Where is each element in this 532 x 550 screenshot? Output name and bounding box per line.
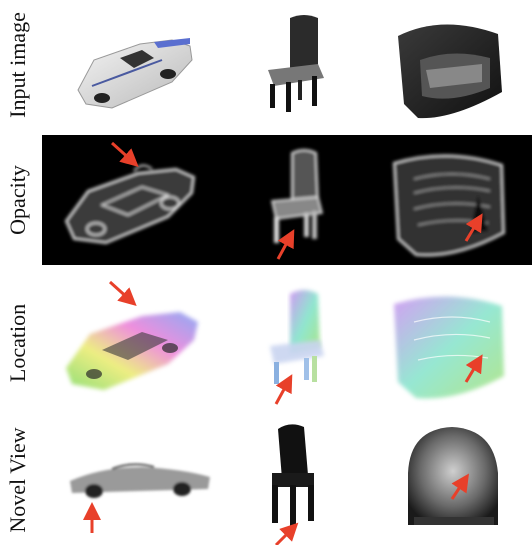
arrow-novel-chair: [274, 522, 299, 545]
chair-novel: [272, 424, 314, 527]
row-location: Location: [0, 278, 532, 408]
panel-novel-view: [42, 415, 532, 545]
car-input: [77, 38, 193, 109]
chair-input: [268, 15, 324, 112]
arrow-location-car: [108, 280, 137, 307]
arrow-opacity-chair: [276, 229, 295, 260]
arrow-location-armchair: [464, 354, 483, 383]
panel-location: [42, 278, 532, 408]
armchair-input: [398, 24, 502, 119]
arrow-location-chair: [274, 374, 293, 405]
arrow-opacity-car: [110, 141, 139, 168]
car-location: [66, 312, 198, 390]
row-label-input-image: Input image: [5, 12, 30, 118]
armchair-novel: [408, 427, 498, 525]
car-novel: [70, 463, 210, 498]
panel-input-image: [42, 0, 532, 130]
row-opacity: Opacity: [0, 135, 532, 265]
row-input-image: Input image: [0, 0, 532, 130]
row-label-opacity: Opacity: [5, 165, 30, 235]
chair-opacity: [271, 149, 323, 243]
chair-location: [270, 290, 324, 384]
row-label-novel-view: Novel View: [5, 427, 30, 533]
row-novel-view: Novel View: [0, 415, 532, 545]
arrow-opacity-armchair: [464, 213, 483, 242]
arrow-novel-armchair: [450, 473, 469, 500]
car-opacity: [64, 164, 196, 245]
row-label-location: Location: [5, 303, 30, 383]
armchair-location: [394, 296, 504, 399]
armchair-opacity: [392, 154, 506, 257]
panel-opacity: [42, 135, 532, 265]
